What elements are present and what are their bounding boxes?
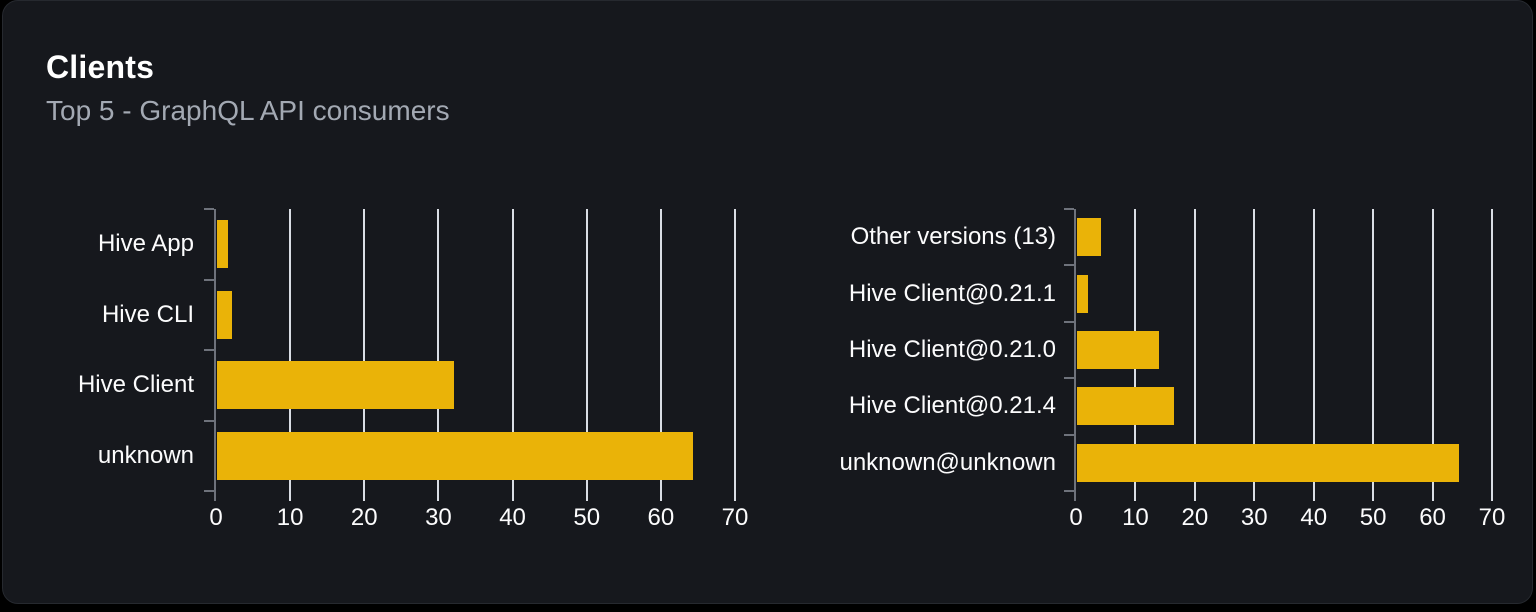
x-tick-label: 60 [647,504,675,531]
x-axis-tick [1253,491,1256,501]
x-tick-label: 10 [276,504,304,531]
gridline [511,209,514,491]
x-tick-label: 20 [350,504,378,531]
bar [1077,387,1175,426]
x-axis-tick [511,491,514,501]
x-tick-label: 10 [1122,504,1149,531]
x-tick-label: 20 [1181,504,1209,531]
x-axis-tick [437,491,440,501]
category-label: unknown [97,441,194,469]
gridline [1193,209,1196,491]
y-axis-tick [1064,208,1074,210]
y-axis-tick [1064,320,1074,323]
x-tick-label: 30 [1240,504,1268,531]
x-tick-label: 60 [1419,504,1446,531]
gridline [1372,209,1375,491]
x-axis-tick [1431,491,1434,501]
gridline [585,209,588,491]
x-axis-tick [1372,491,1375,501]
category-label: Other versions (13) [850,223,1056,251]
y-axis-tick [204,208,214,210]
y-axis-tick [1064,433,1074,436]
y-axis-tick [1064,377,1074,380]
bar [1077,331,1160,369]
category-label: Hive Client [77,371,194,399]
x-tick-label: 40 [1300,504,1328,531]
x-axis-tick [734,491,736,501]
bar [1077,443,1460,482]
category-label: Hive App [97,230,194,258]
x-tick-label: 0 [1069,504,1083,531]
x-axis-tick [1193,491,1196,501]
gridline [1312,209,1315,491]
category-label: Hive CLI [101,300,194,328]
x-tick-label: 40 [499,504,526,531]
gridline [289,209,292,491]
category-label: Hive Client@0.21.1 [848,279,1056,307]
x-axis-tick [1312,491,1315,501]
x-axis-tick [659,491,662,501]
bar [1077,218,1101,257]
x-axis-tick [363,491,366,501]
panel-title: Clients [46,49,155,85]
category-label: Hive Client@0.21.0 [848,336,1056,363]
bar [217,220,228,269]
x-axis-tick [1134,491,1137,501]
category-label: unknown@unknown [839,448,1056,476]
panel-subtitle: Top 5 - GraphQL API consumers [46,95,450,126]
y-axis-tick [204,349,214,351]
y-axis-tick [1064,264,1074,267]
x-tick-label: 30 [425,504,452,531]
bar [217,361,454,410]
bar [217,290,232,339]
x-axis-tick [289,491,292,501]
y-axis-tick [204,278,214,281]
gridline [734,209,736,491]
y-axis-line [1074,209,1076,501]
x-tick-label: 50 [573,504,601,531]
gridline [1491,209,1493,491]
gridline [437,209,440,491]
y-axis-line [214,209,216,501]
x-axis-tick [585,491,588,501]
x-tick-label: 70 [721,504,749,531]
bar [217,431,693,480]
x-tick-label: 50 [1359,504,1387,531]
y-axis-tick [204,490,214,492]
category-label: Hive Client@0.21.4 [848,392,1056,420]
x-tick-label: 0 [209,504,223,531]
y-axis-tick [1064,490,1074,492]
x-tick-label: 70 [1478,504,1506,531]
y-axis-tick [204,419,214,422]
gridline [1431,209,1434,491]
gridline [1253,209,1256,491]
gridline [659,209,662,491]
bar [1077,274,1089,313]
x-axis-tick [1491,491,1493,501]
gridline [363,209,366,491]
